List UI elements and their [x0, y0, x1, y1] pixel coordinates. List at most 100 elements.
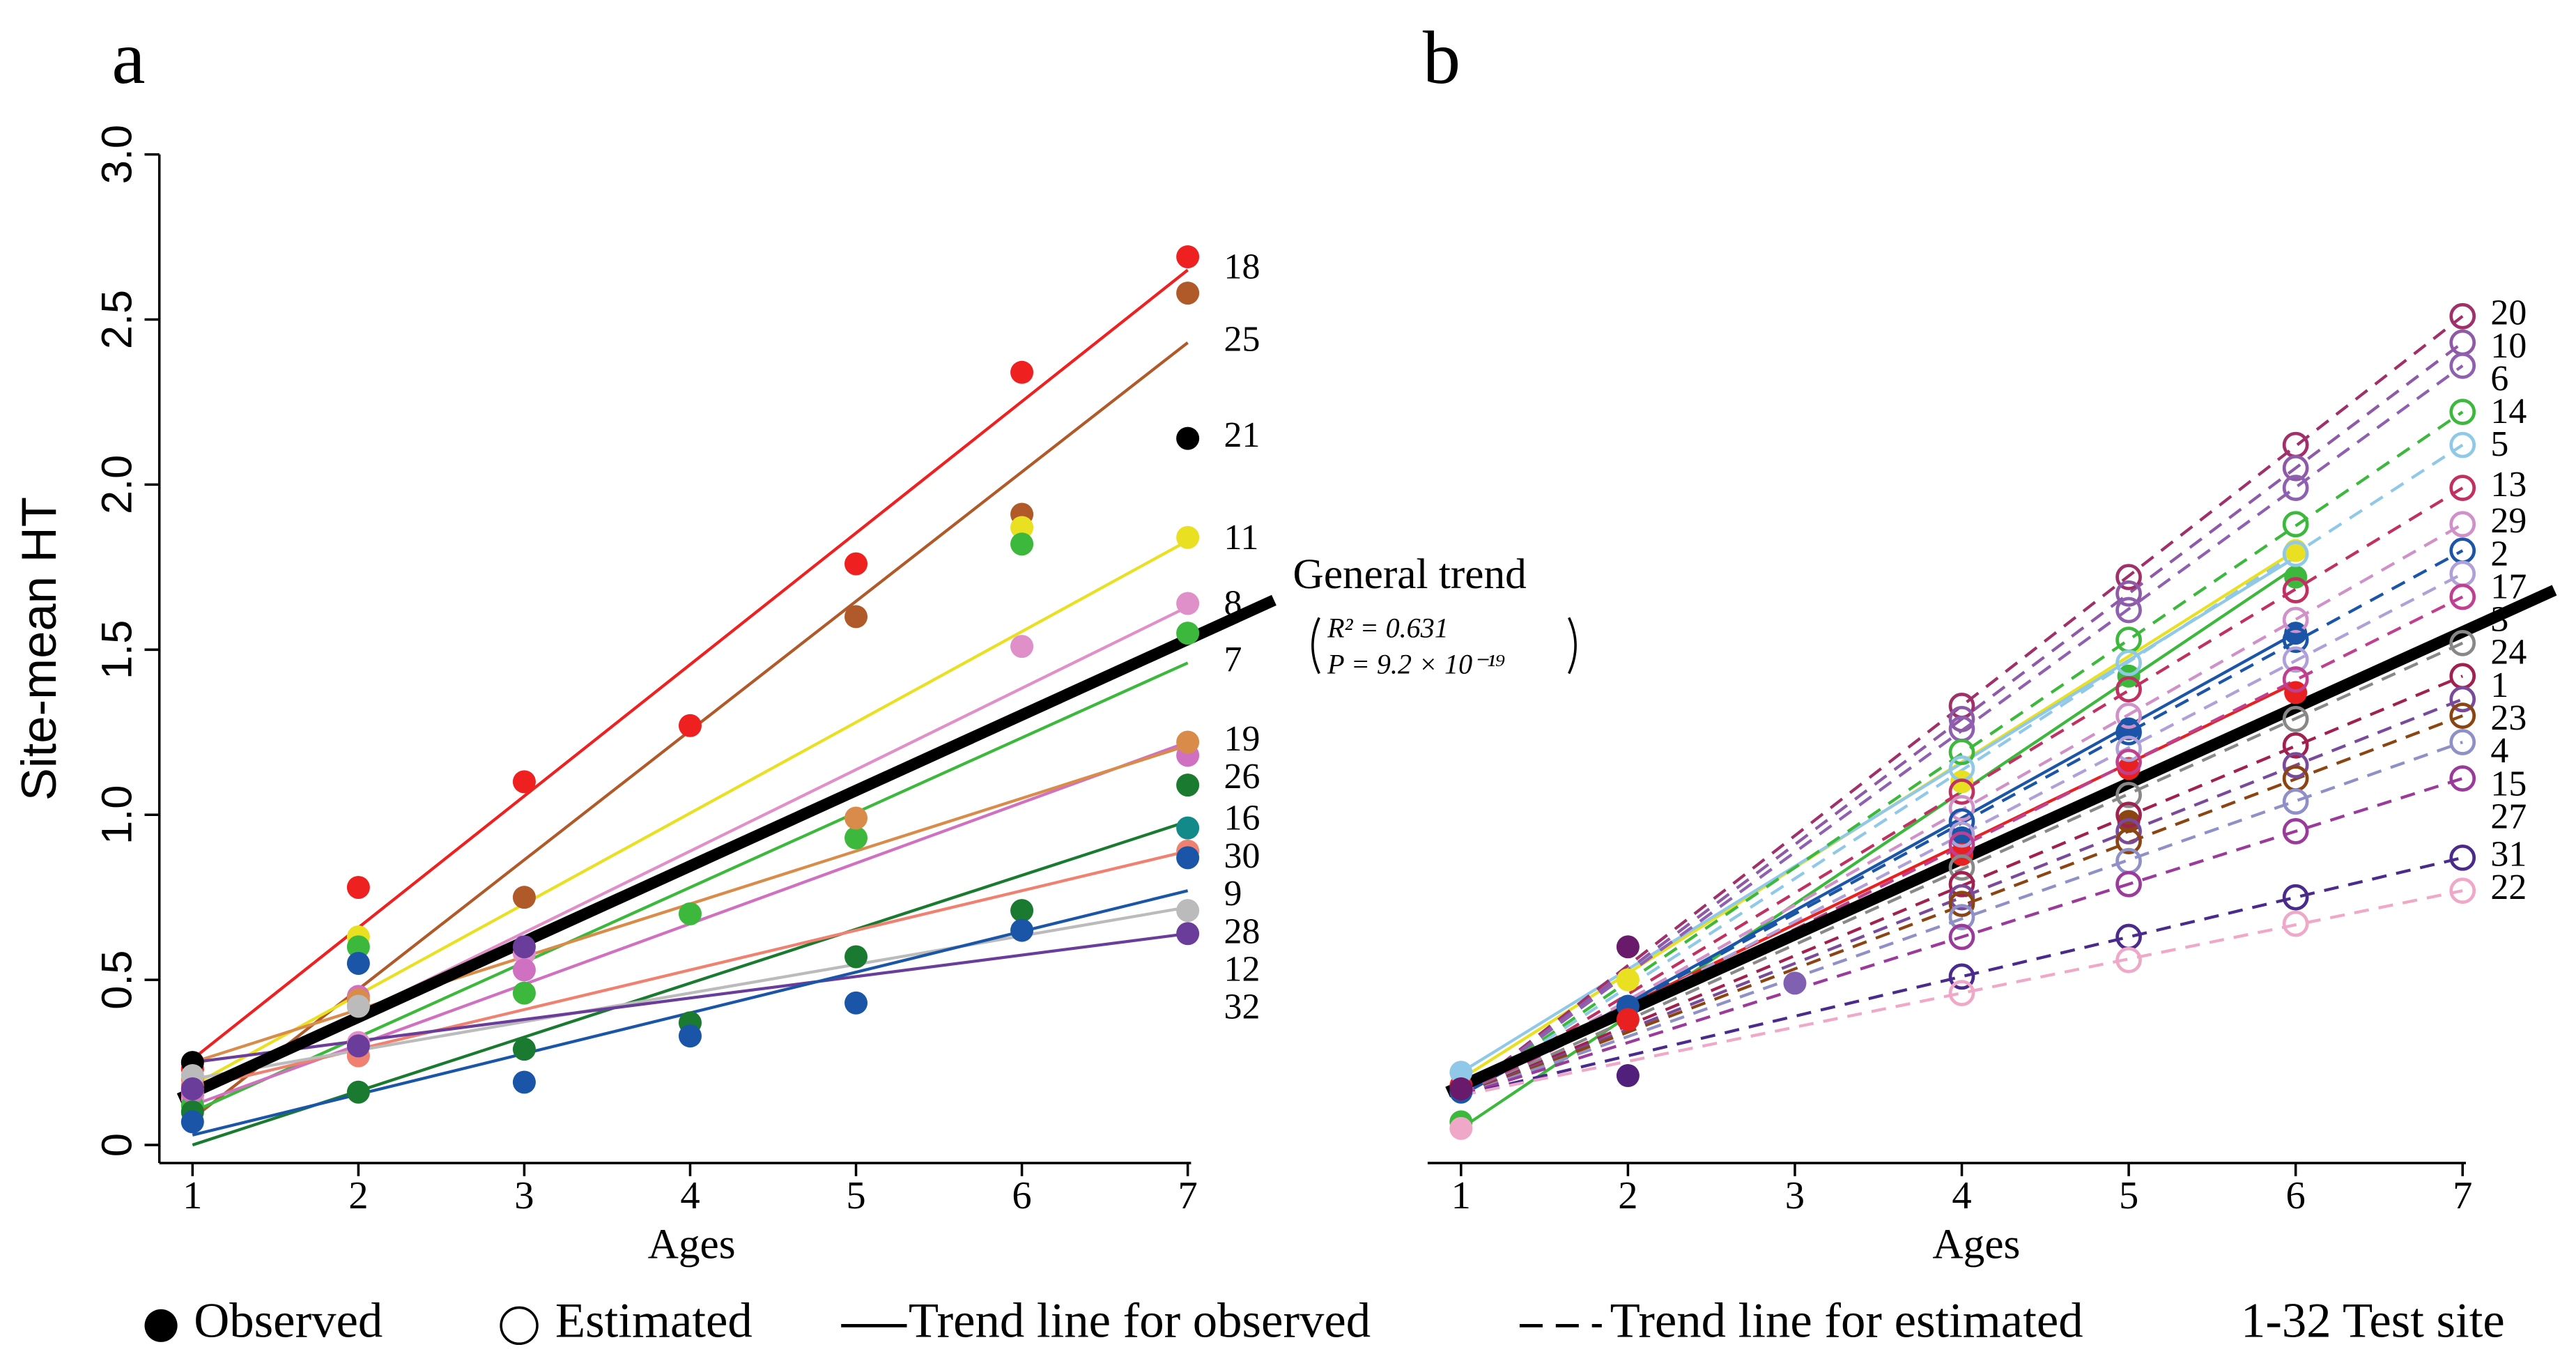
estimated-point — [1948, 923, 1975, 950]
x-tick-label: 6 — [2286, 1174, 2306, 1217]
estimated-point — [2282, 606, 2309, 633]
estimated-point — [2115, 580, 2142, 607]
legend-label: Trend line for observed — [909, 1294, 1371, 1348]
observed-point — [2284, 565, 2308, 589]
legend-symbol — [144, 1309, 178, 1342]
estimated-point — [1948, 870, 1975, 898]
estimated-point — [2282, 475, 2309, 502]
estimated-point — [2115, 818, 2142, 845]
site-label: 14 — [2490, 392, 2527, 431]
legend-label: Observed — [194, 1294, 383, 1348]
estimated-point — [1948, 693, 1975, 719]
panel-title: a — [111, 16, 145, 100]
trend-line — [1460, 566, 2297, 1130]
trend-line — [1460, 315, 2464, 1097]
site-label: 30 — [1224, 836, 1260, 876]
site-label: 22 — [2490, 868, 2527, 907]
estimated-point — [2115, 923, 2142, 950]
site-label: 8 — [1224, 584, 1242, 624]
estimated-point — [2115, 649, 2142, 677]
trend-line — [1460, 443, 2464, 1097]
site-label: 7 — [1224, 640, 1242, 679]
observed-point — [512, 935, 536, 959]
observed-point — [1176, 899, 1200, 923]
estimated-point — [2115, 676, 2142, 703]
legend-label: 1-32 Test site — [2241, 1294, 2505, 1348]
estimated-point — [2282, 541, 2309, 567]
observed-point — [1176, 730, 1200, 754]
site-label: 20 — [2490, 293, 2527, 333]
site-label: 27 — [2490, 796, 2527, 836]
y-tick-label: 1.0 — [93, 785, 140, 845]
y-tick-label: 2.0 — [93, 455, 140, 514]
observed-point — [512, 770, 536, 794]
estimated-point — [2115, 946, 2142, 973]
trend-line — [192, 539, 1189, 1087]
observed-point — [512, 1070, 536, 1094]
y-tick-label: 1.5 — [93, 620, 140, 679]
x-tick-label: 3 — [1785, 1174, 1805, 1217]
site-label: 11 — [1224, 518, 1259, 557]
estimated-point — [2115, 564, 2142, 590]
observed-point — [512, 958, 536, 982]
site-label: 19 — [1224, 719, 1260, 759]
y-tick-label: 0.5 — [93, 950, 140, 1010]
site-label: 10 — [2490, 326, 2527, 366]
observed-point — [1176, 773, 1200, 797]
observed-point — [2117, 664, 2141, 688]
estimated-point — [2282, 752, 2309, 779]
site-label: 12 — [1224, 949, 1260, 989]
site-label: 3 — [2490, 600, 2508, 640]
x-tick-label: 2 — [348, 1174, 368, 1217]
estimated-point — [2115, 597, 2142, 624]
site-label: 23 — [2490, 698, 2527, 738]
site-label: 1 — [2490, 665, 2508, 705]
site-label: 9 — [1224, 874, 1242, 914]
site-label: 26 — [1224, 757, 1260, 796]
annotation-p: P = 9.2 × 10⁻¹⁹ — [1327, 648, 1505, 679]
estimated-point — [2115, 781, 2142, 808]
trend-line — [1460, 641, 2464, 1097]
estimated-point — [2115, 735, 2142, 762]
general-trend — [1445, 585, 2557, 1098]
estimated-point — [2115, 702, 2142, 729]
observed-point — [1783, 971, 1807, 995]
panel-title: b — [1423, 16, 1460, 100]
observed-point — [1176, 846, 1200, 870]
y-tick-label: 0 — [93, 1133, 140, 1157]
observed-point — [1176, 622, 1200, 645]
observed-point — [844, 991, 868, 1015]
observed-point — [346, 951, 370, 975]
observed-point — [1176, 426, 1200, 450]
estimated-point — [2449, 629, 2476, 656]
estimated-point — [2282, 454, 2309, 482]
observed-point — [346, 1034, 370, 1058]
site-label: 6 — [2490, 359, 2508, 399]
estimated-point — [2282, 431, 2309, 459]
site-label: 31 — [2490, 835, 2527, 875]
observed-point — [346, 935, 370, 959]
observed-point — [844, 552, 868, 576]
estimated-point — [2282, 788, 2309, 815]
bracket — [1311, 617, 1320, 675]
estimated-point — [2115, 801, 2142, 829]
estimated-point — [2449, 686, 2476, 713]
bracket — [1568, 617, 1577, 675]
x-tick-label: 5 — [2119, 1174, 2138, 1217]
site-label: 21 — [1224, 415, 1260, 455]
observed-point — [1176, 592, 1200, 615]
x-tick-label: 6 — [1012, 1174, 1031, 1217]
y-tick-label: 3.0 — [93, 125, 140, 184]
estimated-point — [2282, 818, 2309, 845]
site-label: 4 — [2490, 731, 2508, 771]
site-label: 28 — [1224, 911, 1260, 951]
legend: Observed Estimated Trend line for observ… — [144, 1294, 2505, 1348]
estimated-point — [1948, 884, 1975, 911]
site-label: 29 — [2490, 501, 2527, 541]
observed-point — [2284, 681, 2308, 705]
observed-point — [1449, 1116, 1473, 1140]
estimated-point — [2282, 910, 2309, 937]
x-tick-label: 7 — [1178, 1174, 1197, 1217]
site-label: 32 — [1224, 987, 1260, 1027]
estimated-point — [1948, 821, 1975, 848]
